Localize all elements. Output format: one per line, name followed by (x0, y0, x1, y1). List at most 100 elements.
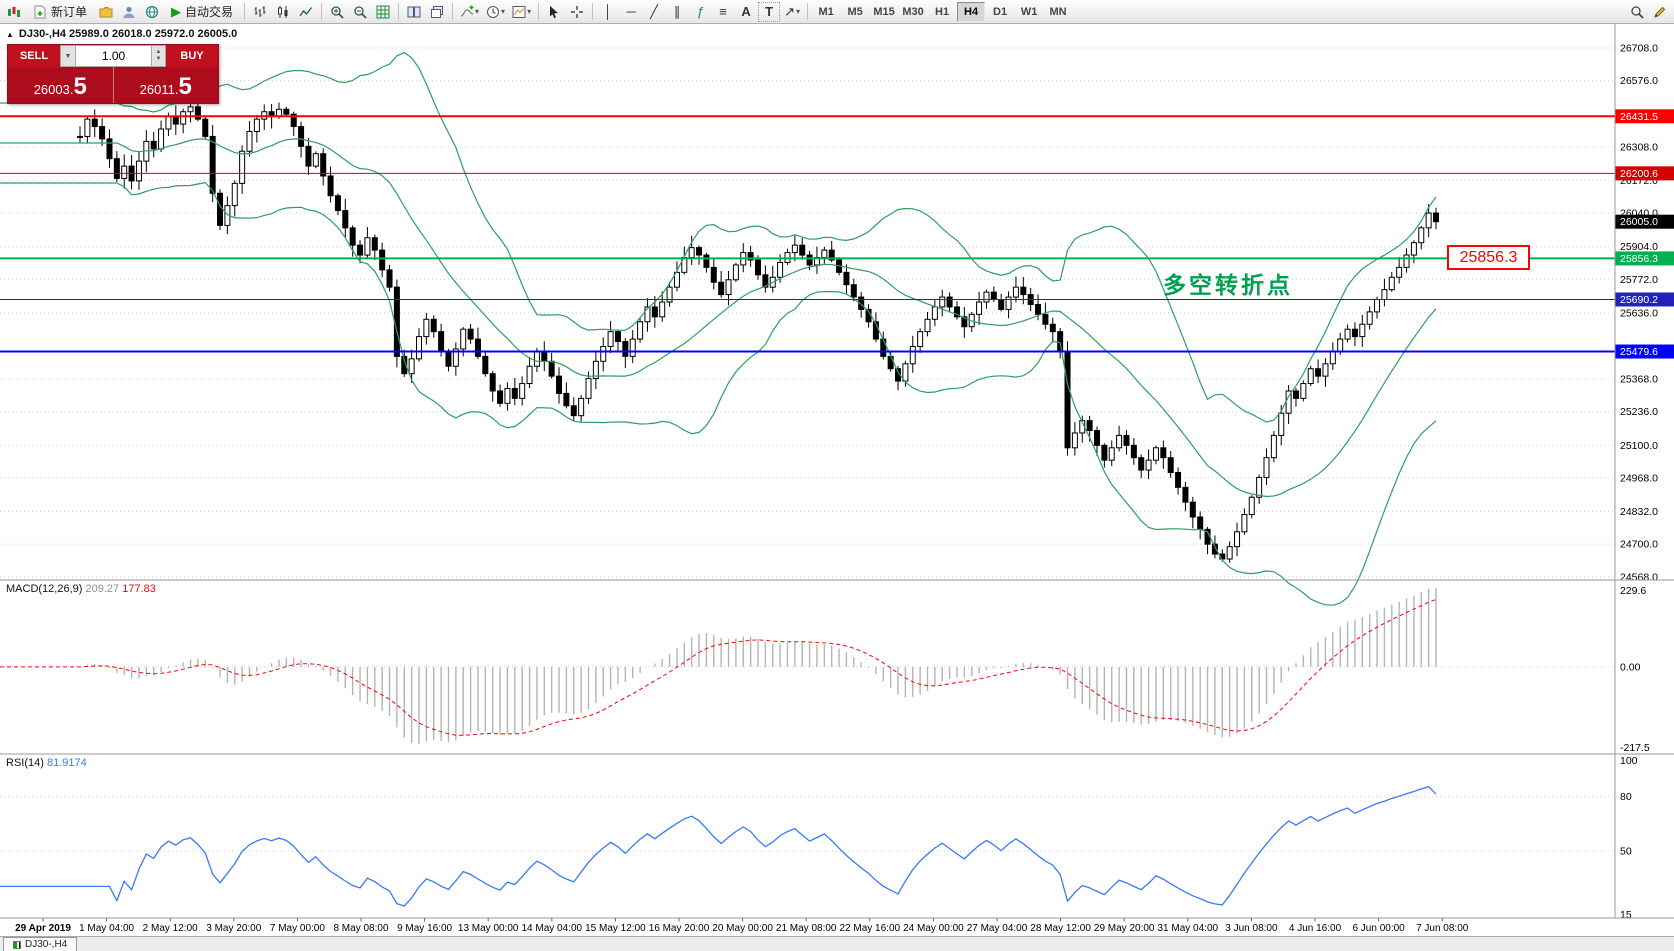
timeframe-button-m30[interactable]: M30 (902, 5, 924, 18)
cascade-windows-button[interactable] (426, 2, 448, 22)
periods-button[interactable]: ▾ (483, 2, 508, 22)
buy-price-button[interactable]: 26011. 5 (112, 67, 219, 103)
community-button[interactable] (141, 2, 163, 22)
one-click-trading-panel: SELL ▼ ▲▼ BUY 26003.5 26011.5 (7, 44, 219, 104)
timeframe-button-h1[interactable]: H1 (935, 5, 950, 18)
macd-signal-value: 177.83 (122, 583, 156, 595)
shapes-button[interactable]: ≡ (719, 4, 727, 19)
stepper-down-icon: ▼ (155, 56, 162, 62)
svg-text:16 May 20:00: 16 May 20:00 (649, 923, 710, 934)
svg-text:7 May 00:00: 7 May 00:00 (270, 923, 325, 934)
zoom-out-button[interactable] (349, 2, 371, 22)
svg-text:2 May 12:00: 2 May 12:00 (143, 923, 198, 934)
svg-text:25856.3: 25856.3 (1620, 253, 1658, 265)
text-label-button[interactable]: T (758, 1, 781, 22)
line-chart-button[interactable] (295, 2, 317, 22)
sell-button[interactable]: SELL (8, 45, 60, 67)
candlestick-chart-button[interactable] (272, 2, 294, 22)
timeframe-button-m15[interactable]: M15 (873, 5, 895, 18)
svg-text:29 Apr 2019: 29 Apr 2019 (15, 923, 71, 934)
hline-price-tag (1615, 344, 1674, 359)
horizontal-line-button[interactable]: ─ (626, 4, 636, 19)
profile-icon (123, 6, 135, 18)
template-chart-icon (512, 5, 526, 18)
zoom-out-icon (354, 5, 367, 19)
text-button[interactable]: A (741, 4, 751, 19)
cursor-button[interactable] (543, 2, 565, 22)
timeframe-button-h4[interactable]: H4 (957, 1, 986, 22)
grid-toggle-button[interactable] (372, 2, 394, 22)
trendline-button[interactable]: ╱ (650, 4, 658, 19)
indicators-button[interactable]: ▾ (457, 2, 482, 22)
svg-text:4 Jun 16:00: 4 Jun 16:00 (1289, 923, 1342, 934)
last-price-tag (1615, 214, 1674, 229)
equidistant-channel-button[interactable]: ∥ (673, 4, 681, 19)
rsi-line (0, 785, 1437, 907)
timeframe-button-d1[interactable]: D1 (993, 5, 1008, 18)
svg-text:13 May 00:00: 13 May 00:00 (458, 923, 519, 934)
buy-button[interactable]: BUY (166, 45, 218, 67)
svg-text:8 May 08:00: 8 May 08:00 (333, 923, 388, 934)
macd-name: MACD(12,26,9) (6, 583, 83, 595)
new-order-button[interactable]: 新订单 (26, 2, 94, 22)
profile-button[interactable] (118, 2, 140, 22)
price-callout-box: 25856.3 (1447, 245, 1530, 270)
svg-text:25904.0: 25904.0 (1620, 241, 1658, 253)
sell-price-main: 26003. (33, 82, 74, 97)
crosshair-button[interactable] (566, 2, 588, 22)
play-icon: ▶ (171, 4, 182, 19)
folder-icon (99, 6, 113, 17)
svg-text:229.6: 229.6 (1620, 585, 1646, 597)
hline-price-tag (1615, 292, 1674, 307)
arrows-button[interactable]: ↗ ▾ (781, 2, 803, 22)
volume-dropdown-button[interactable]: ▼ (60, 45, 76, 67)
hline-price-tag (1615, 109, 1674, 124)
timeframe-button-m5[interactable]: M5 (847, 5, 863, 18)
search-button[interactable] (1626, 2, 1648, 22)
arrow-icon: ↗ (784, 4, 796, 19)
toolbar-separator (592, 3, 594, 20)
svg-text:20 May 00:00: 20 May 00:00 (712, 923, 773, 934)
vertical-line-button[interactable]: │ (604, 4, 613, 19)
volume-input[interactable] (76, 45, 152, 67)
chevron-down-icon: ▾ (527, 7, 532, 16)
price-grid-layer: 26708.026576.026308.026172.026040.025904… (0, 42, 1658, 583)
bar-chart-button[interactable] (249, 2, 271, 22)
crosshair-icon (571, 5, 584, 18)
svg-text:6 Jun 00:00: 6 Jun 00:00 (1352, 923, 1405, 934)
sell-price-button[interactable]: 26003. 5 (8, 67, 113, 103)
bollinger-band (0, 51, 1437, 423)
chart-tab[interactable]: DJ30-,H4 (3, 937, 78, 951)
toolbar-separator (452, 3, 454, 20)
templates-button[interactable]: ▾ (509, 2, 534, 22)
timeframe-button-mn[interactable]: MN (1049, 5, 1067, 18)
chevron-down-icon: ▾ (475, 7, 480, 16)
timeframe-button-m1[interactable]: M1 (818, 5, 834, 18)
edit-button[interactable] (1649, 2, 1671, 22)
pencil-icon (1654, 6, 1666, 18)
fibonacci-button[interactable]: ƒ (696, 4, 704, 19)
main-toolbar: 新订单 ▶ 自动交易 ▾ ▾ (0, 0, 1674, 24)
bollinger-band (0, 181, 1437, 606)
zoom-in-button[interactable] (326, 2, 348, 22)
new-order-label: 新订单 (51, 5, 88, 19)
turning-point-annotation: 多空转折点 (1163, 272, 1293, 298)
auto-trading-button[interactable]: ▶ 自动交易 (164, 2, 240, 22)
svg-text:28 May 12:00: 28 May 12:00 (1030, 923, 1091, 934)
tile-windows-button[interactable] (403, 2, 425, 22)
favorites-button[interactable] (95, 2, 117, 22)
svg-text:50: 50 (1620, 845, 1632, 857)
svg-text:7 Jun 08:00: 7 Jun 08:00 (1416, 923, 1469, 934)
volume-stepper[interactable]: ▲ ▼ (152, 45, 166, 67)
svg-text:26308.0: 26308.0 (1620, 141, 1658, 153)
bollinger-band (0, 138, 1437, 498)
svg-text:1 May 04:00: 1 May 04:00 (79, 923, 134, 934)
svg-text:0.00: 0.00 (1620, 661, 1641, 673)
chart-tab-label: DJ30-,H4 (25, 939, 68, 950)
new-order-icon (34, 5, 46, 18)
chart-canvas[interactable]: 26708.026576.026308.026172.026040.025904… (0, 24, 1674, 936)
timeframe-button-w1[interactable]: W1 (1020, 5, 1038, 18)
cursor-icon (550, 5, 559, 18)
svg-text:24568.0: 24568.0 (1620, 571, 1658, 583)
macd-main-value: 209.27 (85, 583, 120, 595)
